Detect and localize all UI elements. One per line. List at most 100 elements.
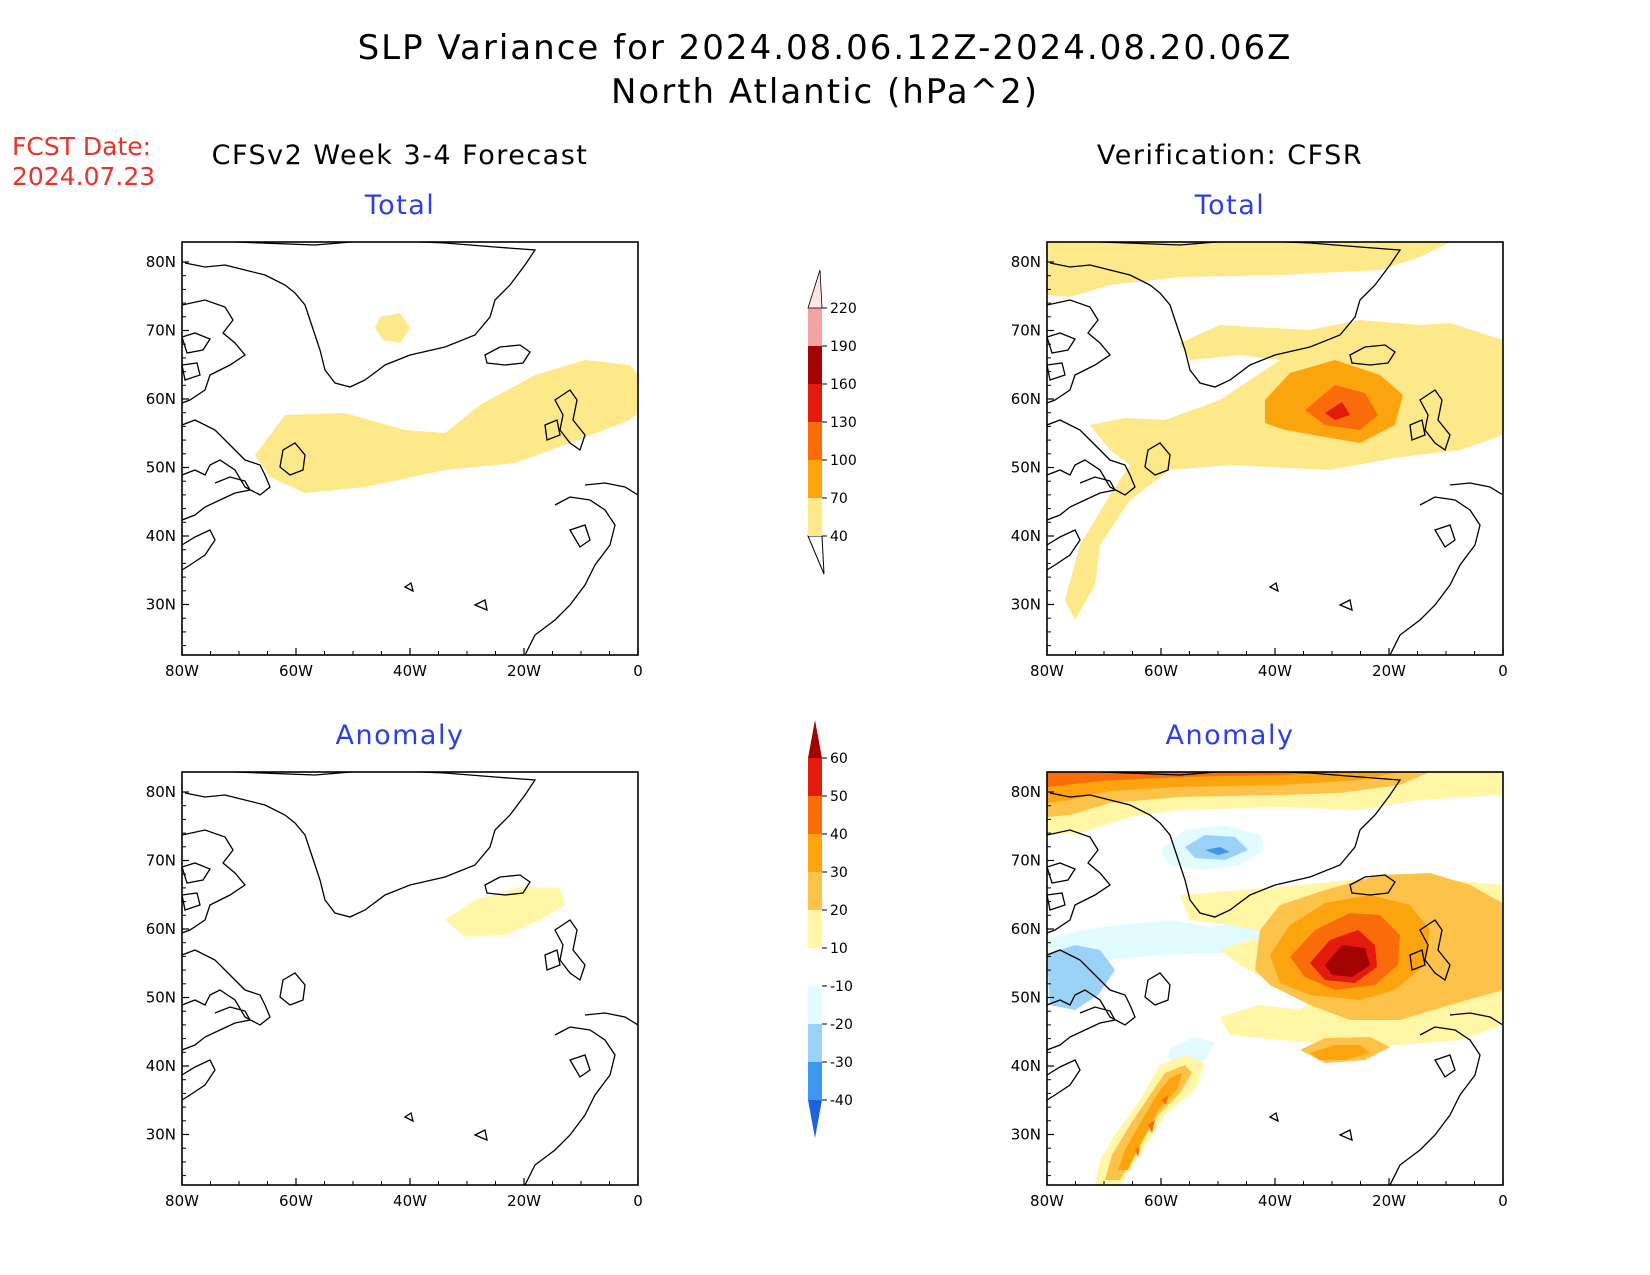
colorbar-total: 40 70 100 130 160 190 220 bbox=[807, 270, 857, 575]
coastline-segment bbox=[544, 949, 561, 971]
coastline-segment bbox=[1389, 1026, 1481, 1185]
coastline-segment bbox=[1338, 1129, 1353, 1142]
coastline-segment bbox=[1047, 299, 1111, 404]
coastline-segment bbox=[184, 772, 537, 918]
colorbar-level-label: 30 bbox=[830, 865, 848, 881]
coastline-segment bbox=[1047, 1059, 1081, 1101]
lon-tick-label: 20W bbox=[507, 662, 541, 680]
lat-tick-label: 80N bbox=[146, 253, 176, 271]
coastline-segment bbox=[403, 1111, 414, 1123]
coastline-segment bbox=[1389, 496, 1481, 655]
coastline-segment bbox=[1409, 949, 1426, 971]
coastline-segment bbox=[182, 829, 246, 934]
lat-tick-label: 30N bbox=[146, 596, 176, 614]
map-forecast-anomaly: 80W 60W 40W 20W 0 80N 70N 60N 50N 40N 30N bbox=[146, 771, 643, 1210]
colorbar-level-label: -40 bbox=[830, 1093, 853, 1109]
lat-tick-label: 40N bbox=[1011, 1057, 1041, 1075]
colorbar-level-label: -20 bbox=[830, 1017, 853, 1033]
coastline-segment bbox=[1047, 1006, 1117, 1051]
coastline-segment bbox=[1434, 1054, 1456, 1078]
lat-tick-label: 50N bbox=[146, 459, 176, 477]
forecast-anomaly-shading bbox=[445, 887, 565, 937]
coastline-segment bbox=[182, 862, 211, 884]
lon-tick-label: 60W bbox=[1144, 662, 1178, 680]
coastline-segment bbox=[473, 599, 488, 612]
panel-title-verification-total: Total bbox=[1194, 190, 1266, 221]
lon-tick-label: 40W bbox=[1258, 1192, 1292, 1210]
colorbar-swatch bbox=[808, 346, 822, 384]
coastline-segment bbox=[1047, 892, 1066, 911]
colorbar-swatch bbox=[808, 1024, 822, 1062]
colorbar-level-label: 70 bbox=[830, 491, 848, 507]
coastline-segment bbox=[484, 874, 531, 896]
coastline-segment bbox=[584, 482, 638, 496]
panel-title-forecast-total: Total bbox=[364, 190, 436, 221]
map-coastlines: 80W 60W 40W 20W 0 80N 70N 60N 50N 40N 30N bbox=[1011, 241, 1508, 680]
colorbar-anomaly: 60 50 40 30 20 10 -10 -20 -30 -40 bbox=[808, 720, 853, 1138]
coastline-segment bbox=[184, 242, 537, 388]
map-forecast-total: 80W 60W 40W 20W 0 80N 70N 60N 50N 40N 30N bbox=[146, 241, 643, 680]
lat-tick-label: 70N bbox=[1011, 852, 1041, 870]
colorbar-level-label: 40 bbox=[830, 529, 848, 545]
coastline-segment bbox=[569, 1054, 591, 1078]
coastline-segment bbox=[473, 1129, 488, 1142]
coastline-segment bbox=[1419, 389, 1451, 452]
main-subtitle: North Atlantic (hPa^2) bbox=[610, 72, 1039, 112]
coastline-segment bbox=[1349, 344, 1396, 366]
coastline-segment bbox=[182, 419, 271, 496]
coastline-segment bbox=[1047, 529, 1081, 571]
lat-tick-label: 30N bbox=[1011, 596, 1041, 614]
colorbar-swatch bbox=[808, 384, 822, 422]
verification-total-shading bbox=[1047, 242, 1503, 620]
lon-tick-label: 20W bbox=[1372, 662, 1406, 680]
lon-tick-label: 80W bbox=[165, 1192, 199, 1210]
coastline-segment bbox=[182, 1006, 252, 1051]
coastline-segment bbox=[1049, 242, 1402, 388]
lon-tick-label: 80W bbox=[1030, 662, 1064, 680]
colorbar-swatch bbox=[808, 796, 822, 834]
lon-tick-label: 20W bbox=[1372, 1192, 1406, 1210]
coastline-segment bbox=[1144, 972, 1171, 1006]
map-verification-total: 80W 60W 40W 20W 0 80N 70N 60N 50N 40N 30N bbox=[1011, 241, 1508, 680]
lon-tick-label: 40W bbox=[393, 662, 427, 680]
lon-tick-label: 60W bbox=[279, 1192, 313, 1210]
lon-tick-label: 0 bbox=[633, 1192, 643, 1210]
coastline-segment bbox=[1449, 1012, 1503, 1026]
colorbar-level-label: 50 bbox=[830, 789, 848, 805]
coastline-segment bbox=[279, 972, 306, 1006]
map-coastlines: 80W 60W 40W 20W 0 80N 70N 60N 50N 40N 30N bbox=[146, 771, 643, 1210]
coastline-segment bbox=[1419, 919, 1451, 982]
map-verification-anomaly: 80W 60W 40W 20W 0 80N 70N 60N 50N 40N 30N bbox=[1011, 771, 1508, 1210]
colorbar-swatch bbox=[808, 872, 822, 910]
colorbar-swatch bbox=[808, 948, 822, 986]
fcst-date-label: FCST Date: bbox=[12, 132, 152, 161]
coastline-segment bbox=[403, 581, 414, 593]
coastline-segment bbox=[1338, 599, 1353, 612]
colorbar-swatch bbox=[808, 498, 822, 536]
lat-tick-label: 70N bbox=[146, 322, 176, 340]
verification-anomaly-shading bbox=[1047, 772, 1503, 1185]
lat-tick-label: 50N bbox=[1011, 459, 1041, 477]
lon-tick-label: 40W bbox=[393, 1192, 427, 1210]
colorbar-level-label: -10 bbox=[830, 979, 853, 995]
coastline-segment bbox=[1434, 524, 1456, 548]
coastline-segment bbox=[182, 1059, 216, 1101]
coastline-segment bbox=[524, 496, 616, 655]
colorbar-swatch bbox=[808, 910, 822, 948]
lat-tick-label: 70N bbox=[1011, 322, 1041, 340]
colorbar-level-label: 130 bbox=[830, 415, 857, 431]
coastline-segment bbox=[182, 949, 271, 1026]
coastline-segment bbox=[554, 919, 586, 982]
coastline-segment bbox=[1449, 482, 1503, 496]
colorbar-level-label: -30 bbox=[830, 1055, 853, 1071]
coastline-segment bbox=[279, 442, 306, 476]
coastline-segment bbox=[554, 389, 586, 452]
colorbar-level-label: 190 bbox=[830, 339, 857, 355]
fcst-date-value: 2024.07.23 bbox=[12, 162, 156, 191]
lon-tick-label: 60W bbox=[1144, 1192, 1178, 1210]
colorbar-swatch bbox=[808, 758, 822, 796]
column-title-forecast: CFSv2 Week 3-4 Forecast bbox=[211, 140, 589, 171]
lat-tick-label: 60N bbox=[1011, 390, 1041, 408]
column-title-verification: Verification: CFSR bbox=[1096, 140, 1364, 171]
colorbar-level-label: 220 bbox=[830, 301, 857, 317]
